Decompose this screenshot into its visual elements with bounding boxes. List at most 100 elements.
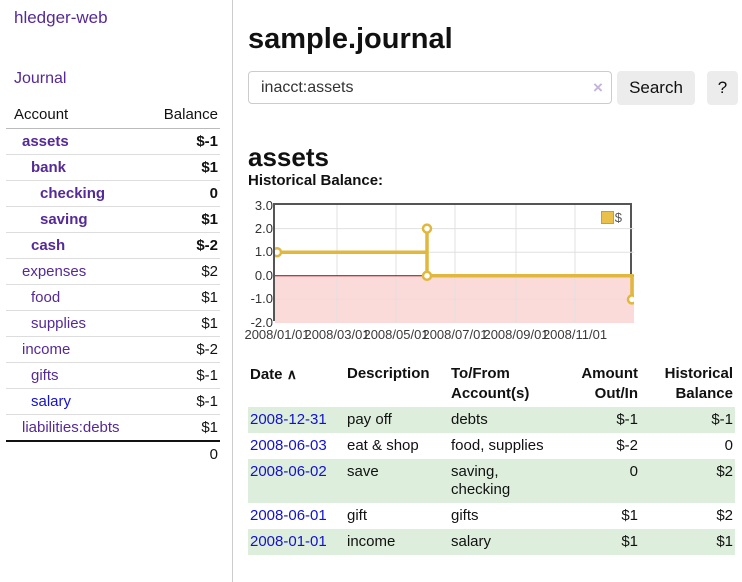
- account-row: checking 0: [6, 180, 220, 207]
- account-balance: $2: [148, 258, 220, 285]
- account-balance: $-2: [148, 336, 220, 363]
- transaction-amount: $1: [621, 507, 638, 524]
- register-header-balance: Historical Balance: [664, 365, 733, 402]
- transaction-description: income: [345, 529, 449, 555]
- account-balance: $1: [148, 414, 220, 442]
- account-heading: assets: [248, 141, 329, 172]
- transaction-accounts: debts: [449, 407, 555, 433]
- register-header-amount: Amount Out/In: [581, 365, 638, 402]
- legend-swatch-icon: [600, 211, 614, 224]
- account-balance: $1: [148, 310, 220, 337]
- account-link-salary[interactable]: salary: [31, 393, 72, 410]
- chart-plot-area: $: [271, 203, 638, 323]
- transaction-accounts: salary: [449, 529, 555, 555]
- transaction-balance: $-1: [640, 407, 735, 433]
- account-row: expenses $2: [6, 258, 220, 285]
- account-balance: $-1: [148, 388, 220, 415]
- transaction-balance: $1: [640, 529, 735, 555]
- transaction-date-link[interactable]: 2008-06-03: [250, 437, 327, 454]
- account-balance: $1: [148, 284, 220, 311]
- chart-legend: $: [600, 210, 622, 225]
- account-link-saving[interactable]: saving: [40, 211, 88, 228]
- historical-balance-chart: 3.0 2.0 1.0 0.0 -1.0 -2.0: [244, 198, 742, 348]
- x-tick-label: 2008/11/01: [542, 327, 608, 342]
- account-link-cash[interactable]: cash: [31, 237, 66, 254]
- account-balance: $1: [148, 154, 220, 181]
- account-row: supplies $1: [6, 310, 220, 337]
- balance-line: [277, 228, 634, 300]
- transaction-description: gift: [347, 507, 368, 524]
- account-balance: $-2: [148, 232, 220, 259]
- account-balance: 0: [148, 180, 220, 207]
- account-balance: $1: [148, 206, 220, 233]
- account-link-food[interactable]: food: [31, 289, 61, 306]
- transaction-amount: 0: [555, 459, 640, 503]
- sidebar: hledger-web Journal Account Balance asse…: [0, 0, 233, 582]
- y-tick-label: -1.0: [250, 291, 273, 306]
- app-title-link[interactable]: hledger-web: [14, 8, 108, 27]
- help-button[interactable]: ?: [707, 71, 738, 105]
- accounts-table: Account Balance assets $-1 bank $1 checkin…: [6, 102, 220, 467]
- register-header-description: Description: [347, 365, 430, 382]
- y-tick-label: 1.0: [254, 244, 273, 259]
- x-tick-label: 2008/09/01: [483, 327, 549, 342]
- transaction-date-link[interactable]: 2008-01-01: [250, 533, 327, 550]
- page-title: sample.journal: [248, 23, 453, 56]
- search-button[interactable]: Search: [617, 71, 695, 105]
- accounts-total-value: 0: [148, 440, 220, 467]
- transaction-description: eat & shop: [347, 437, 419, 454]
- transaction-date-link[interactable]: 2008-12-31: [250, 411, 327, 428]
- accounts-header-balance: Balance: [148, 102, 220, 129]
- chart-svg: [271, 205, 638, 323]
- account-balance: $-1: [148, 362, 220, 389]
- transaction-amount: $-2: [616, 437, 638, 454]
- transaction-amount: $-1: [555, 407, 640, 433]
- account-row: bank $1: [6, 154, 220, 181]
- transaction-accounts: saving, checking: [449, 459, 555, 503]
- register-header-date[interactable]: Date ∧: [250, 366, 297, 383]
- table-row: 2008-06-03 eat & shop food, supplies $-2…: [248, 433, 735, 459]
- table-row: 2008-01-01 income salary $1 $1: [248, 529, 735, 555]
- y-tick-label: 2.0: [254, 221, 273, 236]
- accounts-total-row: 0: [6, 440, 220, 467]
- table-row: 2008-06-02 save saving, checking 0 $2: [248, 459, 735, 503]
- clear-search-icon[interactable]: ×: [593, 78, 603, 97]
- transaction-description: save: [345, 459, 449, 503]
- account-row: gifts $-1: [6, 362, 220, 389]
- y-tick-label: 0.0: [254, 268, 273, 283]
- transaction-date-link[interactable]: 2008-06-02: [250, 463, 327, 480]
- account-row: assets $-1: [6, 128, 220, 155]
- account-link-supplies[interactable]: supplies: [31, 315, 87, 332]
- account-row: cash $-2: [6, 232, 220, 259]
- chart-title: Historical Balance:: [248, 172, 384, 189]
- transaction-accounts: gifts: [451, 507, 479, 524]
- search-input[interactable]: [248, 71, 612, 104]
- account-link-income[interactable]: income: [22, 341, 71, 358]
- account-link-expenses[interactable]: expenses: [22, 263, 87, 280]
- account-link-assets[interactable]: assets: [22, 133, 69, 150]
- account-balance: $-1: [148, 128, 220, 155]
- legend-label: $: [614, 210, 622, 225]
- gridlines: [275, 205, 634, 323]
- register-header-accounts: To/From Account(s): [451, 365, 530, 402]
- transaction-balance: $2: [716, 507, 733, 524]
- account-link-checking[interactable]: checking: [40, 185, 106, 202]
- account-row: food $1: [6, 284, 220, 311]
- account-row: liabilities:debts $1: [6, 414, 220, 442]
- transaction-description: pay off: [345, 407, 449, 433]
- table-row: 2008-12-31 pay off debts $-1 $-1: [248, 407, 735, 433]
- account-row: salary $-1: [6, 388, 220, 415]
- account-link-liabilities-debts[interactable]: liabilities:debts: [22, 419, 120, 436]
- y-tick-label: -2.0: [250, 315, 273, 330]
- account-link-bank[interactable]: bank: [31, 159, 67, 176]
- sort-ascending-icon: ∧: [286, 366, 297, 382]
- sidebar-item-journal[interactable]: Journal: [14, 70, 67, 87]
- transaction-balance: 0: [724, 437, 733, 454]
- accounts-header-account: Account: [6, 102, 149, 129]
- x-tick-label: 2008/05/01: [363, 327, 429, 342]
- x-tick-label: 2008/01/01: [244, 327, 310, 342]
- account-link-gifts[interactable]: gifts: [31, 367, 59, 384]
- transaction-amount: $1: [555, 529, 640, 555]
- transaction-accounts: food, supplies: [451, 437, 544, 454]
- transaction-date-link[interactable]: 2008-06-01: [250, 507, 327, 524]
